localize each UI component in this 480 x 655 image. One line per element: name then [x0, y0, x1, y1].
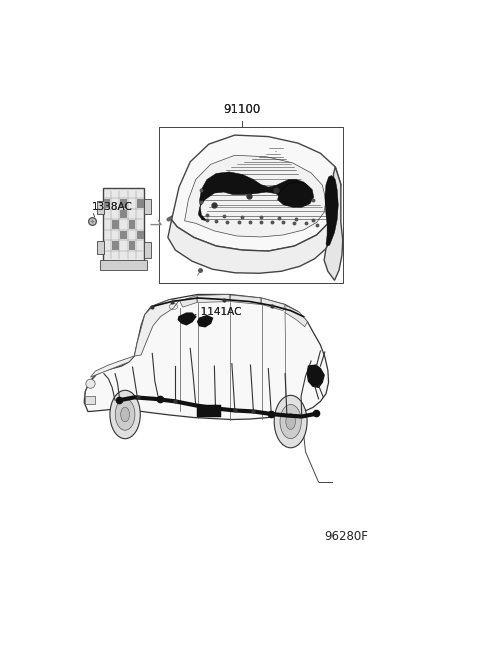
Ellipse shape: [280, 405, 301, 439]
Text: . 1141AC: . 1141AC: [194, 307, 241, 316]
Ellipse shape: [110, 390, 140, 439]
Polygon shape: [84, 295, 329, 420]
Ellipse shape: [86, 379, 95, 388]
Text: 91100: 91100: [224, 103, 261, 117]
Bar: [129, 241, 135, 250]
Bar: [197, 405, 221, 417]
Ellipse shape: [120, 407, 130, 422]
Polygon shape: [277, 182, 314, 207]
Bar: [104, 200, 110, 208]
Bar: [120, 210, 127, 218]
Text: 96280F: 96280F: [324, 530, 368, 543]
Bar: [144, 242, 151, 257]
Bar: [112, 220, 119, 229]
Polygon shape: [262, 298, 285, 310]
Polygon shape: [178, 313, 196, 325]
Bar: [100, 260, 147, 271]
Polygon shape: [198, 172, 310, 221]
Bar: [85, 396, 95, 404]
Text: 1338AC: 1338AC: [92, 202, 132, 212]
Polygon shape: [134, 299, 179, 356]
Bar: [137, 231, 144, 239]
Polygon shape: [180, 295, 197, 307]
Polygon shape: [285, 305, 307, 327]
Ellipse shape: [286, 414, 296, 430]
Polygon shape: [325, 176, 338, 246]
Bar: [112, 241, 119, 250]
Bar: [144, 198, 151, 214]
Bar: [129, 220, 135, 229]
Polygon shape: [198, 295, 229, 303]
Polygon shape: [324, 167, 343, 280]
Polygon shape: [172, 135, 341, 251]
Polygon shape: [168, 220, 334, 273]
Polygon shape: [91, 356, 134, 377]
Bar: [103, 188, 144, 261]
Bar: [120, 231, 127, 239]
Polygon shape: [185, 155, 326, 237]
Ellipse shape: [115, 399, 135, 430]
Text: . 1141AC: . 1141AC: [194, 307, 241, 316]
Text: 1338AC: 1338AC: [92, 202, 132, 212]
Polygon shape: [307, 365, 324, 387]
Bar: [97, 201, 104, 214]
Text: 91100: 91100: [224, 103, 261, 117]
Ellipse shape: [274, 396, 307, 448]
Polygon shape: [198, 316, 213, 327]
Bar: [120, 200, 127, 208]
Polygon shape: [230, 295, 261, 305]
Bar: [137, 200, 144, 208]
Bar: [97, 241, 104, 254]
